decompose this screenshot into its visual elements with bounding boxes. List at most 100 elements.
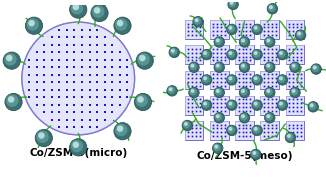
Circle shape [8,96,14,103]
Circle shape [265,62,275,73]
Circle shape [115,124,127,136]
Bar [286,20,304,39]
Circle shape [22,22,135,135]
Text: Co/ZSM-5(micro): Co/ZSM-5(micro) [29,148,127,158]
Circle shape [252,49,262,60]
Circle shape [266,38,270,42]
Bar [235,45,254,64]
Circle shape [290,88,298,95]
Circle shape [202,101,210,108]
Circle shape [269,5,273,9]
Circle shape [202,75,210,83]
Bar [286,45,304,64]
Bar [185,121,203,140]
Bar [260,70,279,89]
Circle shape [229,0,236,7]
Circle shape [241,114,245,118]
Circle shape [115,18,127,31]
Bar [185,70,203,89]
Bar [260,20,279,39]
Circle shape [241,89,245,93]
Circle shape [3,52,20,69]
Circle shape [308,102,319,112]
Circle shape [215,37,222,45]
Bar [286,45,304,64]
Circle shape [227,25,235,32]
Circle shape [170,48,177,55]
Circle shape [310,103,314,107]
Circle shape [6,94,19,107]
Circle shape [227,75,235,83]
Circle shape [266,64,270,68]
Circle shape [240,37,247,45]
Circle shape [70,1,87,18]
Bar [185,96,203,115]
Circle shape [25,17,43,34]
Circle shape [194,17,201,25]
Circle shape [114,17,131,34]
Circle shape [171,49,175,53]
Circle shape [286,133,293,140]
Circle shape [137,96,144,103]
Circle shape [35,129,52,147]
Circle shape [71,140,83,152]
Circle shape [201,100,212,110]
Circle shape [313,66,317,70]
Circle shape [203,102,207,106]
Circle shape [278,50,285,58]
Bar [286,121,304,140]
Bar [210,45,229,64]
Circle shape [189,88,197,95]
Circle shape [229,51,232,55]
Circle shape [26,18,39,31]
Bar [185,45,203,64]
Circle shape [253,126,260,133]
Circle shape [227,49,237,60]
Bar [235,45,254,64]
Circle shape [229,102,232,106]
Circle shape [190,89,195,93]
Bar [235,20,254,39]
Circle shape [254,127,258,131]
Circle shape [267,4,278,14]
Circle shape [229,76,232,80]
Circle shape [253,50,260,58]
Circle shape [265,37,275,47]
Circle shape [227,100,237,110]
Circle shape [239,87,250,98]
Circle shape [73,141,79,148]
Circle shape [183,121,190,129]
Bar [286,121,304,140]
Bar [210,45,229,64]
Bar [235,96,254,115]
Circle shape [309,102,316,110]
Circle shape [70,139,87,156]
Circle shape [134,93,152,111]
Circle shape [290,62,300,73]
Circle shape [193,16,203,27]
Circle shape [240,88,247,95]
Circle shape [227,126,235,133]
Circle shape [136,52,153,69]
Circle shape [189,87,199,98]
Bar [260,45,279,64]
Bar [210,20,229,39]
Circle shape [240,113,247,121]
Circle shape [277,100,288,110]
Circle shape [254,26,258,30]
Circle shape [94,7,100,14]
Circle shape [290,63,298,70]
Bar [210,121,229,140]
Bar [260,20,279,39]
Bar [185,20,203,39]
Circle shape [278,75,285,83]
Circle shape [227,24,237,35]
Circle shape [169,47,179,58]
Circle shape [296,31,304,38]
Bar [286,70,304,89]
Circle shape [227,50,235,58]
Circle shape [297,32,301,36]
Bar [260,45,279,64]
Circle shape [252,151,256,155]
Circle shape [228,0,238,10]
